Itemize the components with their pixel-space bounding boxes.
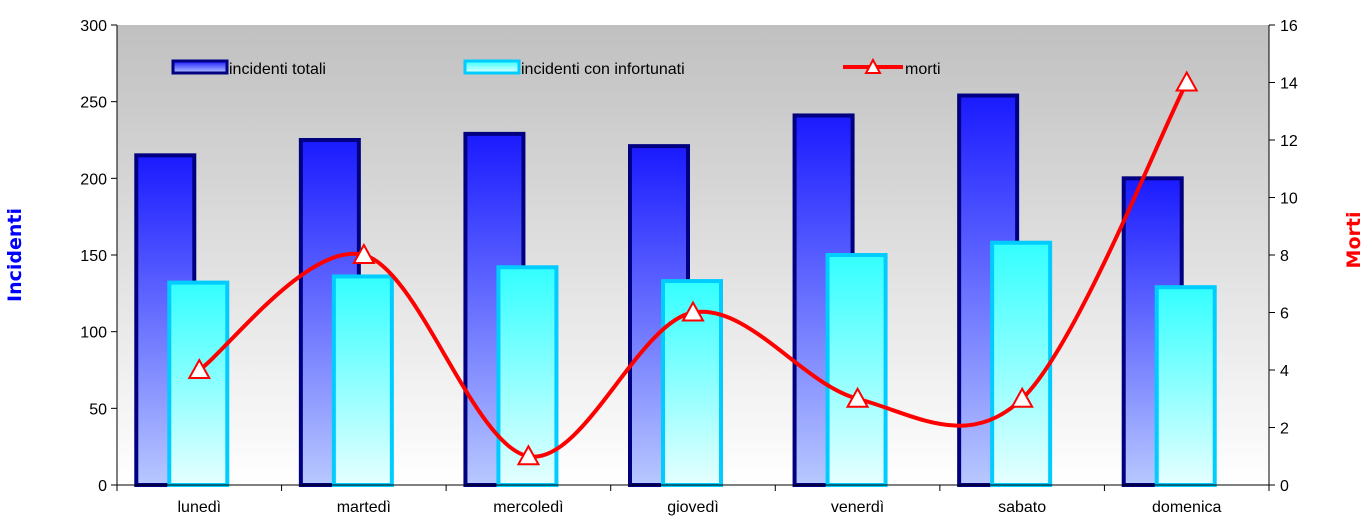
marker-morti-mercoledi [516,444,541,466]
legend-label-morti: morti [905,61,941,78]
marker-morti-sabato [1010,386,1034,408]
bar-incidenti-con-infortunati-sabato [990,240,1053,487]
marker-morti-venerdi [845,386,870,408]
y-tick-label: 200 [80,171,107,188]
x-tick-label-domenica: domenica [1152,499,1221,516]
x-tick-label-giovedi: giovedì [667,499,719,516]
bar-incidenti-con-infortunati-lunedi [167,280,230,487]
marker-morti-martedi [352,242,376,264]
legend-item-incidenti-con-infortunati: incidenti con infortunati [463,59,685,78]
y2-tick-label: 12 [1280,133,1298,150]
legend-item-morti: morti [843,57,941,78]
y-tick-label: 150 [80,248,107,265]
y2-tick-label: 14 [1280,76,1298,93]
bar-incidenti-con-infortunati-martedi [331,274,394,488]
markers-morti [187,70,1199,466]
y2-tick-label: 0 [1280,478,1289,495]
y2-tick-label: 10 [1280,191,1298,208]
x-ticks: lunedì martedì mercoledì giovedì venerdì saba… [116,485,1270,516]
marker-morti-lunedi [187,357,211,379]
bar-incidenti-con-infortunati-domenica [1154,285,1217,488]
y2-tick-label: 16 [1280,18,1298,35]
x-tick-label-venerdi: venerdì [831,499,884,516]
y2-tick-label: 6 [1280,306,1289,323]
y-tick-label: 50 [89,401,107,418]
y2-tick-label: 8 [1280,248,1289,265]
y2-tick-label: 2 [1280,421,1289,438]
y2-tick-label: 4 [1280,363,1289,380]
y-ticks-right: 0 2 4 6 8 10 12 14 16 [1269,18,1298,495]
legend-swatch-incidenti-totali [171,59,229,75]
y-tick-label: 100 [80,325,107,342]
marker-morti-giovedi [681,300,705,322]
y-axis-title: Incidenti [4,208,26,302]
y-tick-label: 300 [80,18,107,35]
legend-label-incidenti-con-infortunati: incidenti con infortunati [521,61,685,78]
x-tick-label-sabato: sabato [998,499,1046,516]
y-tick-label: 0 [98,478,107,495]
x-tick-label-mercoledi: mercoledì [493,499,563,516]
x-tick-label-martedi: martedì [337,499,391,516]
legend-item-incidenti-totali: incidenti totali [171,59,326,78]
legend-label-incidenti-totali: incidenti totali [229,61,326,78]
y-ticks-left: 0 50 100 150 200 250 300 [80,18,117,495]
y2-axis-title: Morti [1343,212,1365,269]
bar-incidenti-con-infortunati-venerdi [825,253,888,487]
legend-swatch-incidenti-con-infortunati [463,59,521,75]
marker-morti-domenica [1175,70,1199,92]
legend: incidenti totali incidenti con infortuna… [171,57,941,78]
x-tick-label-lunedi: lunedì [177,499,221,516]
legend-marker-morti [864,57,882,74]
y-tick-label: 250 [80,95,107,112]
